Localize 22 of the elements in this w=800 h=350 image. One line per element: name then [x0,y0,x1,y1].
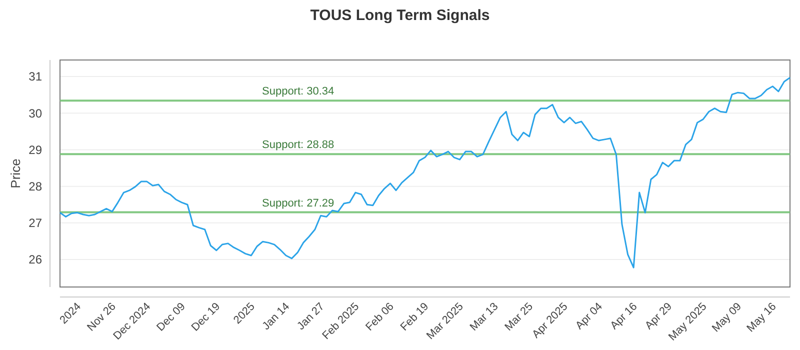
line-series [59,76,791,268]
y-tick-label: 31 [28,70,42,84]
ref-line-label: Support: 28.88 [262,139,334,152]
y-axis-title: Price [8,158,23,188]
x-tick-label: May 16 [744,300,779,335]
y-tick-label: 27 [28,216,42,230]
x-tick-label: Dec 19 [189,300,223,334]
x-tick-label: Apr 04 [574,300,605,332]
x-tick-label: Dec 09 [154,300,188,334]
ref-line-label: Support: 30.34 [262,86,334,98]
y-tick-label: 29 [28,142,42,157]
x-tick-label: Feb 19 [398,300,432,334]
x-tick-label: Feb 06 [364,300,396,334]
y-tick-label: 28 [28,180,42,194]
x-tick-label: Mar 13 [468,300,501,334]
chart-title: TOUS Long Term Signals [310,7,490,24]
x-tick-label: Jan 14 [260,300,292,332]
y-tick-label: 30 [28,106,42,120]
y-tick-label: 26 [28,252,42,267]
x-tick-label: May 09 [710,300,744,335]
x-tick-label: Apr 16 [608,300,640,332]
ref-line-label: Support: 27.29 [262,197,334,210]
